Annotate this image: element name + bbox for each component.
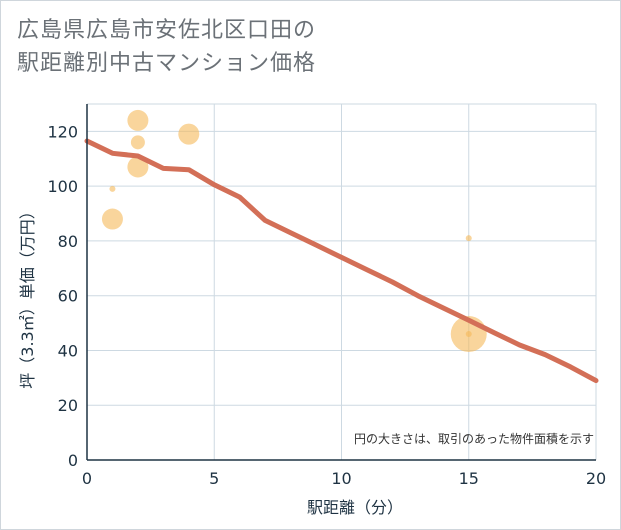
data-point: [465, 235, 472, 242]
x-tick-label: 10: [331, 469, 351, 488]
x-tick-label: 20: [586, 469, 606, 488]
data-point: [109, 185, 116, 192]
data-point: [127, 109, 149, 131]
y-axis-label: 坪（3.3㎡）単価（万円）: [18, 203, 37, 388]
grid-lines: [87, 103, 597, 460]
y-tick-label: 40: [58, 341, 78, 360]
x-tick-label: 0: [82, 469, 92, 488]
data-point: [465, 331, 472, 338]
data-point: [101, 208, 123, 230]
y-tick-label: 80: [58, 232, 78, 251]
y-tick-label: 100: [47, 177, 78, 196]
x-tick-label: 5: [209, 469, 219, 488]
size-legend-note: 円の大きさは、取引のあった物件面積を示す: [354, 431, 594, 446]
y-tick-label: 120: [47, 122, 78, 141]
x-axis-label: 駅距離（分）: [307, 498, 403, 517]
x-tick-labels: 0 5 10 15 20: [82, 469, 606, 488]
data-point: [130, 135, 145, 150]
bubble-series: [101, 109, 487, 353]
chart-title: 広島県広島市安佐北区口田の 駅距離別中古マンション価格: [17, 18, 317, 76]
trend-line: [84, 138, 599, 384]
data-point: [178, 123, 200, 145]
trend-series: [84, 138, 599, 384]
x-tick-label: 15: [459, 469, 479, 488]
y-tick-label: 20: [58, 396, 78, 415]
y-tick-label: 0: [68, 451, 78, 470]
axes: [86, 104, 596, 461]
y-tick-label: 60: [58, 287, 78, 306]
y-tick-labels: 0 20 40 60 80 100 120: [47, 122, 78, 470]
data-point: [127, 156, 149, 178]
